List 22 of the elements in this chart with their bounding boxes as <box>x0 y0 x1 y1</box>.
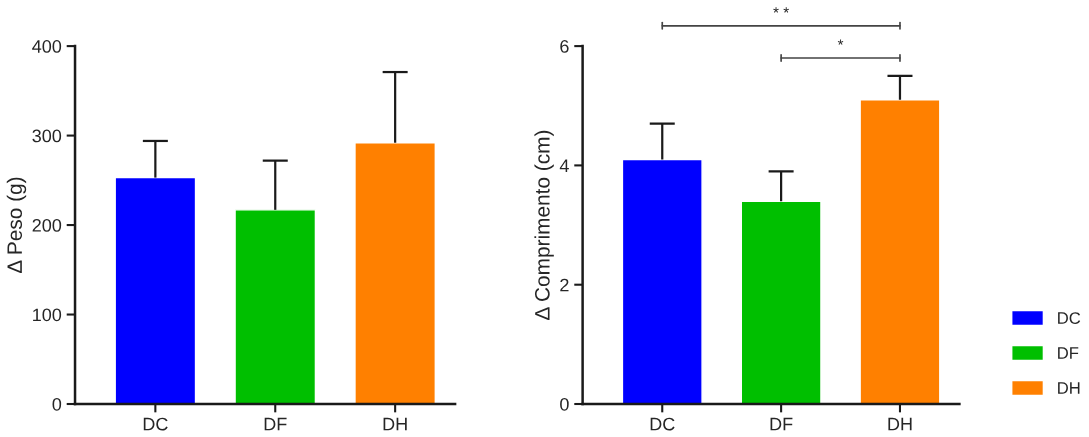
x-tick-label: DH <box>888 417 912 431</box>
y-tick-label: 0 <box>52 397 62 411</box>
text: * <box>837 39 844 45</box>
y-tick-label: 2 <box>560 278 569 292</box>
x-tick-label: DH <box>383 417 407 431</box>
y-tick-label: 4 <box>559 159 569 172</box>
x-tick-label: DC <box>143 417 168 431</box>
x-tick-label: DF <box>770 417 793 431</box>
y-axis-title: Δ Comprimento (cm) <box>534 130 554 320</box>
x-tick-label: DC <box>650 417 675 431</box>
y-axis-title: Δ Peso (g) <box>6 177 27 274</box>
text: * * <box>773 7 789 13</box>
y-tick-label: 400 <box>32 40 62 53</box>
y-tick-label: 0 <box>560 397 569 411</box>
legend-label: DC <box>1058 312 1081 324</box>
y-tick-label: 200 <box>32 218 62 232</box>
y-tick-label: 300 <box>32 129 62 143</box>
legend-label: DH <box>1058 382 1080 394</box>
y-tick-label: 100 <box>33 308 62 322</box>
legend-label: DF <box>1058 347 1079 359</box>
x-tick-label: DF <box>264 417 287 431</box>
y-tick-label: 6 <box>560 40 569 53</box>
